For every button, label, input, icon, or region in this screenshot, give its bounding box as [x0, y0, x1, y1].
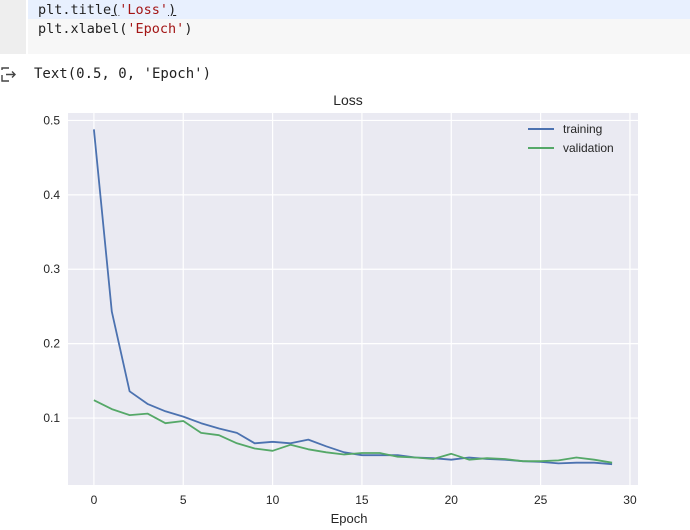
output-arrow-icon — [1, 67, 16, 82]
x-tick-label: 0 — [91, 493, 98, 507]
output-text: Text(0.5, 0, 'Epoch') — [34, 66, 212, 82]
legend-label-validation: validation — [563, 141, 614, 155]
x-tick-labels: 0 5 10 15 20 25 30 — [91, 493, 637, 507]
code-func-title: plt.title — [38, 2, 112, 18]
x-tick-label: 30 — [623, 493, 637, 507]
code-close-paren-2: ) — [184, 21, 193, 37]
grid-lines — [68, 113, 638, 485]
y-tick-label: 0.5 — [43, 113, 60, 127]
x-tick-label: 15 — [355, 493, 369, 507]
current-line-highlight — [28, 0, 690, 19]
code-string-loss: 'Loss' — [119, 2, 169, 18]
cell-gutter[interactable] — [0, 0, 26, 54]
x-tick-label: 5 — [180, 493, 187, 507]
code-open-paren: ( — [111, 2, 120, 18]
x-tick-label: 10 — [266, 493, 280, 507]
series-line-validation — [93, 399, 613, 464]
y-tick-labels: 0.1 0.2 0.3 0.4 0.5 — [43, 113, 60, 425]
x-tick-label: 20 — [445, 493, 459, 507]
y-tick-label: 0.2 — [43, 337, 60, 351]
chart-legend: training validation — [528, 122, 614, 155]
code-func-xlabel: plt.xlabel( — [38, 21, 128, 37]
x-axis-label: Epoch — [331, 511, 368, 526]
x-tick-label: 25 — [534, 493, 548, 507]
plot-area — [68, 113, 638, 485]
code-line-1[interactable]: plt.title('Loss') — [38, 2, 176, 18]
y-tick-label: 0.3 — [43, 262, 60, 276]
chart-title: Loss — [333, 92, 363, 108]
code-cell[interactable]: plt.title('Loss') plt.xlabel('Epoch') — [0, 0, 690, 54]
y-tick-label: 0.1 — [43, 411, 60, 425]
code-string-epoch: 'Epoch' — [127, 21, 185, 37]
series-lines — [93, 129, 613, 466]
legend-label-training: training — [563, 122, 602, 136]
code-line-2[interactable]: plt.xlabel('Epoch') — [38, 21, 192, 37]
code-close-paren: ) — [168, 2, 177, 18]
y-tick-label: 0.4 — [43, 188, 60, 202]
